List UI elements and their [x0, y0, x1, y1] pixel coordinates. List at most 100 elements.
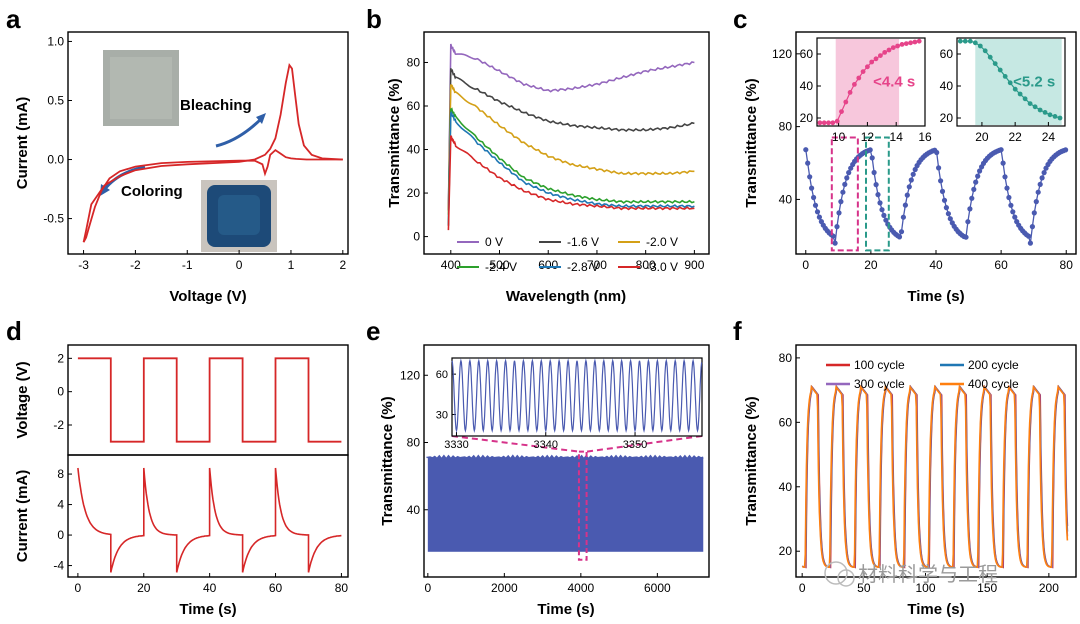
switching-point — [832, 240, 838, 246]
zoom-window-box — [577, 450, 588, 561]
inset-point — [972, 40, 978, 46]
c-ytick-label: 40 — [779, 192, 793, 206]
zoom-box-bleach — [830, 136, 859, 252]
switching-point — [877, 200, 883, 206]
a-ytick-label: -0.5 — [43, 212, 64, 226]
f-ytick-label: 40 — [779, 480, 793, 494]
f-xtick-label: 100 — [915, 581, 935, 595]
c-inset-xtick-label: 24 — [1042, 130, 1056, 144]
e-xtick-label: 2000 — [491, 581, 518, 595]
switching-point — [910, 171, 916, 177]
switching-point — [1000, 160, 1006, 166]
zoom-box-color — [865, 136, 890, 252]
b-ytick-label: 40 — [407, 143, 421, 157]
switching-point — [971, 186, 977, 192]
d-bottom-ytick-label: 0 — [57, 528, 64, 542]
f-xtick-label: 150 — [977, 581, 997, 595]
switching-point — [977, 168, 983, 174]
b-xtick-label: 900 — [684, 258, 704, 272]
b-xtick-label: 700 — [587, 258, 607, 272]
c-inset-ytick-label: 20 — [800, 111, 814, 125]
inset-point — [865, 64, 870, 70]
watermark-text: 材料科学与工程 — [858, 563, 998, 586]
cv-curve-forward — [82, 62, 343, 243]
panel-e-stability: Time (s) Transmittance (%) 0 2000 4000 6000… — [379, 344, 710, 618]
d-bottom-ytick-label: 4 — [57, 498, 64, 512]
d-top-ytick-label: -2 — [53, 418, 64, 432]
e-ytick-label: 120 — [400, 368, 420, 382]
switching-point — [1033, 199, 1039, 205]
a-ytick-label: 0.5 — [47, 93, 64, 107]
switching-point — [898, 229, 905, 235]
b-ytick-label: 60 — [407, 99, 421, 113]
photo-colored — [201, 180, 277, 252]
inset-point — [997, 67, 1003, 73]
wechat-icon — [824, 561, 848, 585]
switching-point — [836, 210, 842, 216]
label-bleaching: Bleaching — [180, 97, 252, 114]
c-inset-ytick-label: 20 — [940, 111, 954, 125]
inset-shade — [835, 39, 900, 125]
switching-point — [1031, 210, 1037, 216]
panel-letter-f: f — [733, 316, 742, 346]
a-xtick-label: -3 — [78, 258, 89, 272]
arrow-bleaching-icon — [215, 116, 264, 148]
inset-point — [1007, 80, 1013, 86]
switching-point — [883, 217, 889, 223]
switching-point — [1029, 224, 1035, 230]
panel-c-inset-inset_right: 20 22 24 20 40 60 <5.2 s — [940, 37, 1066, 144]
switching-point — [969, 195, 975, 201]
inset-time-label: <4.4 s — [873, 73, 915, 90]
legend-label-3: -2.4 V — [485, 260, 517, 274]
d-bottom-xtick-label: 20 — [137, 581, 151, 595]
a-xtick-label: 0 — [236, 258, 243, 272]
c-inset-xtick-label: 10 — [832, 130, 846, 144]
arrow-bleaching-head-icon — [256, 113, 266, 124]
c-xtick-label: 0 — [802, 258, 809, 272]
inset-point — [882, 50, 888, 55]
inset-point — [860, 69, 866, 74]
inset-point — [957, 38, 963, 44]
c-xtick-label: 80 — [1060, 258, 1074, 272]
switching-point — [965, 219, 971, 225]
switching-point — [840, 189, 846, 195]
f-xtick-label: 200 — [1039, 581, 1059, 595]
e-xtick-label: 6000 — [644, 581, 671, 595]
c-inset-xtick-label: 20 — [975, 130, 989, 144]
panel-b-xlabel: Wavelength (nm) — [506, 288, 626, 305]
inset-point — [1052, 114, 1058, 119]
inset-point — [873, 56, 879, 62]
photo-colored-center — [218, 195, 260, 235]
inset-point — [839, 109, 844, 114]
inset-point — [977, 43, 983, 49]
switching-point — [1002, 174, 1008, 180]
inset-point — [890, 45, 896, 50]
a-xtick-label: 1 — [288, 258, 295, 272]
inset-point — [886, 47, 892, 53]
f-xtick-label: 50 — [857, 581, 871, 595]
d-top-ytick-label: 0 — [57, 385, 64, 399]
spectrum-line-4 — [447, 110, 695, 226]
inset-point — [992, 61, 998, 66]
panel-c-inset-inset_left: 10 12 14 16 20 40 60 <4.4 s — [800, 37, 932, 144]
b-xtick-label: 500 — [489, 258, 509, 272]
b-ytick-label: 20 — [407, 186, 421, 200]
switching-point — [947, 216, 953, 222]
label-coloring: Coloring — [121, 183, 183, 200]
inset-point — [1057, 115, 1063, 121]
switching-point — [879, 207, 885, 213]
panel-d-xlabel: Time (s) — [179, 601, 236, 618]
e-inset-xtick-label: 3340 — [534, 439, 558, 451]
legend-label-4: -2.8 V — [567, 260, 599, 274]
switching-point — [816, 214, 823, 220]
panel-d-voltage-current: Time (s) Voltage (V) Current (mA) 20-20 2… — [14, 344, 349, 618]
c-inset-ytick-label: 40 — [940, 79, 954, 93]
b-xtick-label: 400 — [441, 258, 461, 272]
inset-point — [967, 38, 973, 44]
inset-point — [834, 118, 840, 124]
inset-point — [852, 82, 857, 87]
legend-label-3: 400 cycle — [968, 377, 1019, 391]
switching-point — [875, 192, 881, 198]
switching-point — [973, 179, 979, 185]
inset-point — [912, 39, 918, 45]
